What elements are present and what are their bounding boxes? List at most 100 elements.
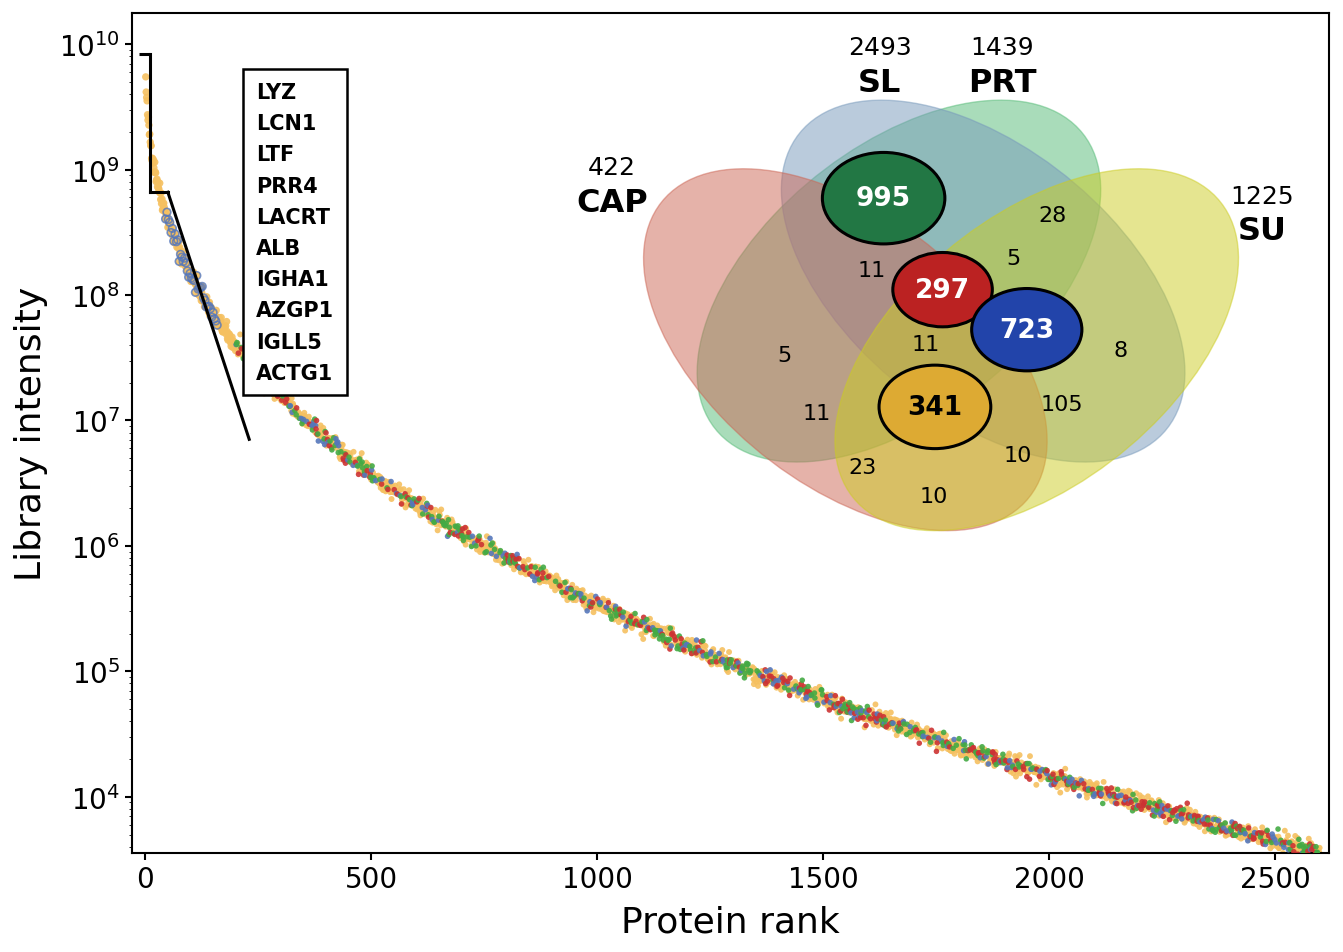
Point	[185, 286, 207, 301]
Point	[763, 671, 784, 686]
Point	[383, 483, 404, 498]
Point	[796, 690, 818, 705]
Point	[164, 227, 185, 242]
Point	[1086, 776, 1108, 791]
Point	[1214, 816, 1236, 831]
Point	[614, 612, 635, 627]
Point	[289, 411, 310, 426]
Point	[179, 267, 200, 282]
Point	[845, 703, 866, 718]
Point	[1195, 817, 1217, 832]
Point	[1129, 797, 1151, 812]
Point	[800, 687, 822, 703]
Point	[582, 591, 603, 606]
Point	[962, 744, 983, 760]
Point	[614, 607, 635, 623]
Point	[959, 744, 980, 759]
Point	[966, 745, 987, 761]
Point	[473, 542, 494, 557]
Point	[688, 641, 709, 656]
Point	[205, 314, 227, 329]
Point	[1100, 781, 1121, 796]
Point	[364, 473, 385, 488]
Point	[175, 255, 196, 270]
Point	[152, 192, 173, 208]
Point	[436, 510, 458, 526]
Point	[395, 490, 416, 506]
Point	[577, 590, 599, 605]
Point	[555, 575, 576, 590]
Point	[702, 642, 724, 657]
Point	[1050, 764, 1072, 780]
Point	[724, 661, 745, 676]
Point	[414, 500, 435, 515]
Point	[700, 645, 721, 660]
Point	[779, 670, 800, 685]
Point	[829, 705, 850, 721]
Point	[606, 607, 627, 623]
Point	[700, 646, 721, 662]
Point	[1123, 795, 1144, 810]
Point	[218, 333, 239, 348]
Point	[1041, 768, 1062, 783]
Point	[1174, 815, 1195, 830]
Point	[931, 730, 952, 745]
Point	[1213, 820, 1234, 835]
Point	[247, 358, 269, 373]
Point	[1280, 840, 1301, 855]
Point	[392, 497, 414, 512]
Point	[428, 513, 450, 528]
Point	[890, 724, 912, 740]
Point	[631, 614, 653, 629]
Point	[518, 566, 540, 582]
Point	[451, 522, 473, 537]
Point	[199, 308, 220, 324]
Point	[971, 740, 992, 755]
Point	[1154, 803, 1175, 818]
Point	[1275, 838, 1296, 853]
Point	[556, 574, 577, 589]
Point	[349, 451, 371, 466]
Point	[430, 507, 451, 523]
Point	[470, 540, 492, 555]
Point	[771, 678, 792, 693]
Point	[937, 736, 959, 751]
Point	[416, 498, 438, 513]
Point	[235, 348, 257, 364]
Point	[148, 182, 169, 197]
Point	[216, 325, 238, 340]
Point	[375, 485, 396, 500]
Point	[790, 678, 811, 693]
Point	[215, 327, 236, 343]
Point	[907, 726, 928, 742]
Point	[1054, 771, 1076, 786]
Point	[161, 223, 183, 238]
Point	[646, 624, 667, 639]
Point	[1091, 781, 1112, 796]
Point	[864, 717, 885, 732]
Point	[287, 409, 309, 425]
Point	[1095, 785, 1116, 801]
Point	[561, 590, 583, 605]
Point	[708, 655, 729, 670]
Point	[831, 691, 853, 706]
Point	[236, 359, 258, 374]
Point	[1144, 796, 1166, 811]
Point	[314, 431, 336, 446]
Point	[1151, 798, 1172, 813]
Point	[1147, 798, 1168, 813]
Point	[631, 627, 653, 643]
Point	[710, 654, 732, 669]
Point	[594, 593, 615, 608]
Point	[604, 602, 626, 617]
Point	[725, 663, 747, 678]
Point	[502, 554, 524, 569]
Point	[900, 723, 921, 738]
Point	[320, 432, 341, 447]
Point	[149, 186, 171, 201]
Point	[439, 520, 461, 535]
Point	[1305, 839, 1327, 854]
Point	[1082, 789, 1104, 804]
Point	[1179, 809, 1201, 824]
Text: 297: 297	[915, 277, 970, 304]
